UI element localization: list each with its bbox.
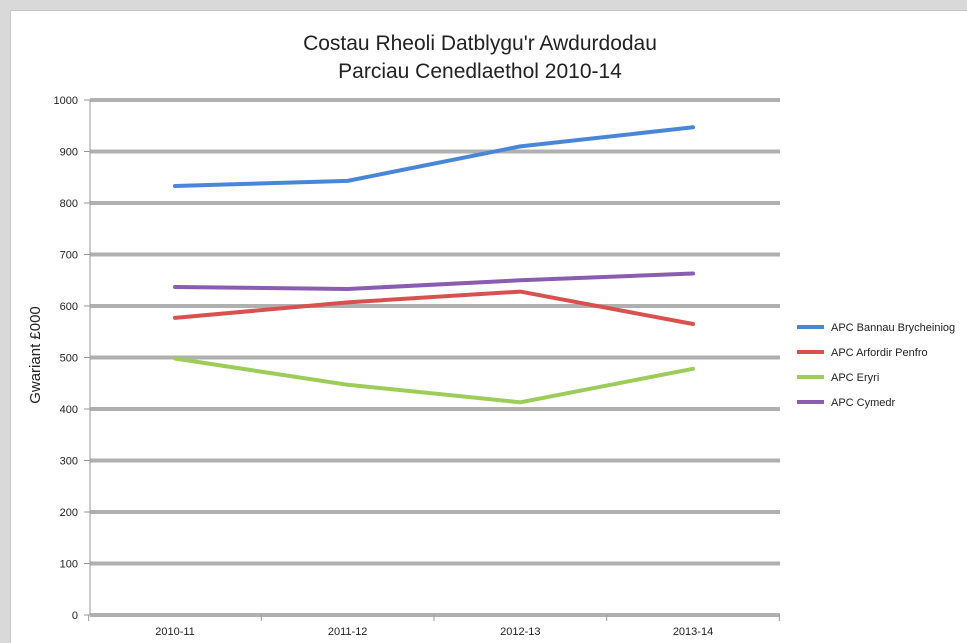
y-tick-label: 200 xyxy=(60,507,78,519)
y-tick-label: 0 xyxy=(72,610,78,622)
y-tick-label: 800 xyxy=(60,198,78,210)
y-tick-label: 700 xyxy=(60,250,78,262)
legend-label-1: APC Bannau Brycheiniog xyxy=(831,322,955,334)
y-tick-label: 600 xyxy=(60,301,78,313)
y-tick-label: 500 xyxy=(60,353,78,365)
y-axis-label: Gwariant £000 xyxy=(27,306,44,404)
x-tick-label: 2010-11 xyxy=(155,626,195,638)
series-line-3 xyxy=(173,356,695,405)
chart-subtitle: Parciau Cenedlaethol 2010-14 xyxy=(338,60,622,83)
y-tick-label: 400 xyxy=(60,404,78,416)
y-tick-label: 900 xyxy=(60,147,78,159)
series-line-4 xyxy=(173,271,695,292)
chart-title: Costau Rheoli Datblygu'r Awdurdodau xyxy=(303,32,657,55)
series-line-1 xyxy=(173,125,695,189)
y-tick-label: 100 xyxy=(60,559,78,571)
legend-label-2: APC Arfordir Penfro xyxy=(831,347,928,359)
x-tick-label: 2012-13 xyxy=(500,626,540,638)
y-tick-label: 1000 xyxy=(54,95,78,107)
x-tick-label: 2013-14 xyxy=(673,626,713,638)
y-tick-label: 300 xyxy=(60,456,78,468)
series-line-2 xyxy=(173,289,695,327)
legend-label-4: APC Cymedr xyxy=(831,397,896,409)
x-tick-label: 2011-12 xyxy=(328,626,368,638)
legend-label-3: APC Eryri xyxy=(831,372,879,384)
